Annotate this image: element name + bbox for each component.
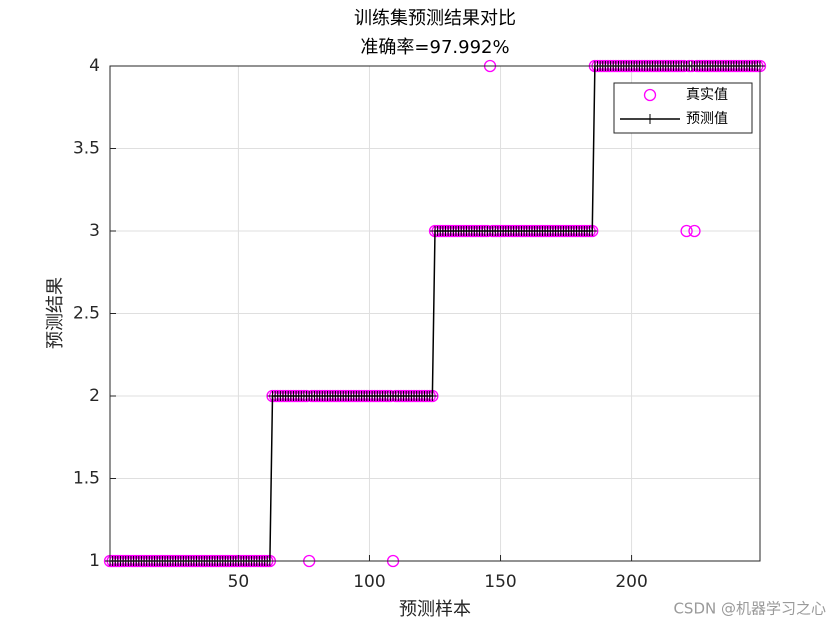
- y-tick-label: 4: [89, 56, 100, 76]
- x-axis-label: 预测样本: [399, 599, 471, 620]
- x-tick-label: 150: [484, 572, 516, 592]
- y-tick-label: 1: [89, 551, 100, 571]
- chart-title: 训练集预测结果对比: [354, 8, 516, 29]
- y-tick-label: 1.5: [73, 469, 100, 489]
- watermark: CSDN @机器学习之心: [673, 600, 826, 618]
- legend-label: 真实值: [686, 87, 728, 103]
- y-axis-label: 预测结果: [45, 277, 66, 349]
- x-tick-label: 200: [615, 572, 647, 592]
- ticks: 1 1.5 2 2.5 3 3.5 4 50 100 150 200: [73, 56, 648, 592]
- y-tick-label: 2.5: [73, 304, 100, 324]
- y-tick-label: 3: [89, 221, 100, 241]
- chart-subtitle: 准确率=97.992%: [360, 37, 509, 58]
- point-marker: [680, 224, 693, 238]
- legend-marker: [645, 114, 655, 124]
- legend-label: 预测值: [686, 111, 728, 127]
- x-tick-label: 100: [353, 572, 385, 592]
- point-marker: [427, 391, 438, 401]
- point-marker: [587, 226, 598, 236]
- legend-box: [613, 82, 753, 134]
- y-tick-label: 2: [89, 386, 100, 406]
- y-tick-label: 3.5: [73, 139, 100, 159]
- legend-marker: [643, 88, 657, 102]
- point-marker: [688, 224, 701, 238]
- x-tick-label: 50: [228, 572, 250, 592]
